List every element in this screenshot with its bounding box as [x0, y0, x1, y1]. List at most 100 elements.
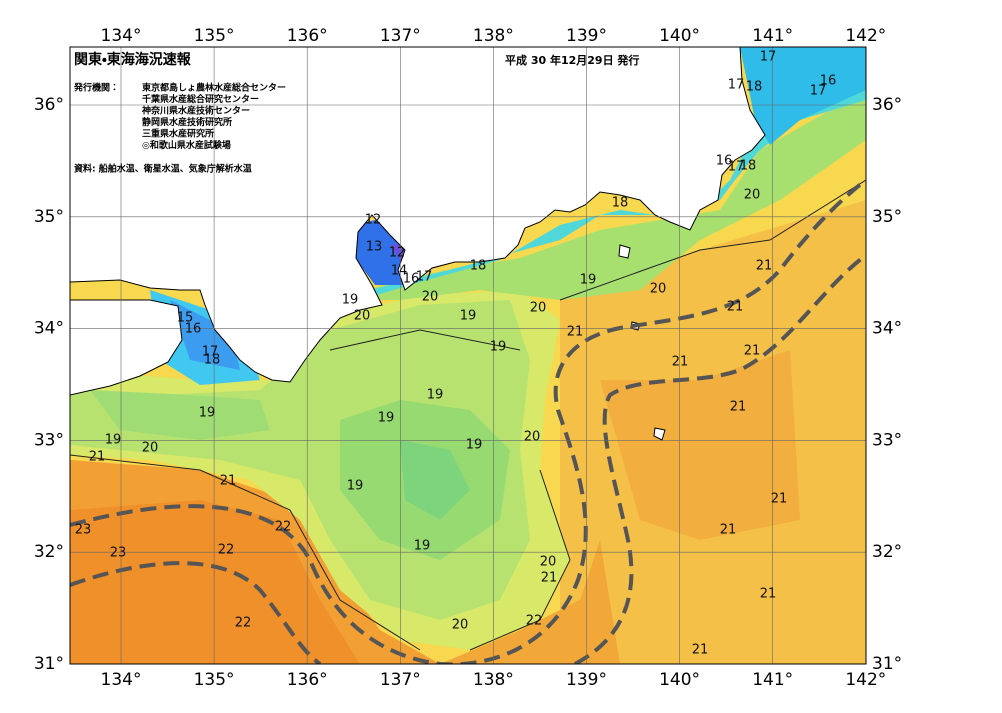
isotherm-label: 19 [427, 388, 444, 403]
issuer: 三重県水産研究所 [142, 128, 214, 140]
isotherm-label: 16 [716, 154, 733, 169]
lon-label-bottom: 136° [287, 670, 328, 690]
lat-label-right: 36° [872, 95, 902, 115]
isotherm-label: 20 [142, 441, 159, 456]
isotherm-label: 21 [760, 587, 777, 602]
lon-label-bottom: 134° [101, 670, 142, 690]
issuer: ◎和歌山県水産試験場 [142, 139, 231, 151]
isotherm-label: 23 [110, 546, 127, 561]
lon-label-bottom: 139° [566, 670, 607, 690]
isotherm-label: 18 [740, 159, 757, 174]
lon-label-bottom: 138° [473, 670, 514, 690]
isotherm-label: 21 [672, 355, 689, 370]
lon-label-top: 134° [101, 26, 142, 46]
isotherm-label: 22 [275, 520, 292, 535]
isotherm-label: 13 [366, 240, 383, 255]
isotherm-label: 19 [580, 273, 597, 288]
lat-label-right: 33° [872, 430, 902, 450]
lon-label-top: 139° [566, 26, 607, 46]
isotherm-label: 14 [391, 264, 408, 279]
isotherm-label: 20 [422, 290, 439, 305]
lat-label-left: 34° [34, 319, 64, 339]
isotherm-label: 12 [389, 246, 406, 261]
isotherm-label: 16 [820, 74, 837, 89]
isotherm-label: 17 [760, 50, 777, 65]
isotherm-label: 21 [756, 259, 773, 274]
isotherm-label: 21 [744, 344, 761, 359]
isotherm-label: 17 [728, 160, 745, 175]
isotherm-label: 20 [354, 309, 371, 324]
isotherm-label: 21 [730, 400, 747, 415]
isotherm-label: 21 [771, 492, 788, 507]
lon-label-bottom: 140° [659, 670, 700, 690]
isotherm-label: 21 [567, 325, 584, 340]
isotherm-label: 19 [347, 479, 364, 494]
isotherm-label: 20 [540, 555, 557, 570]
lon-label-top: 142° [845, 26, 886, 46]
lat-label-left: 33° [34, 430, 64, 450]
isotherm-label: 21 [541, 571, 558, 586]
isotherm-label: 19 [199, 406, 216, 421]
lat-label-left: 32° [34, 542, 64, 562]
lon-label-bottom: 142° [845, 670, 886, 690]
isotherm-label: 12 [365, 213, 382, 228]
lat-label-right: 35° [872, 207, 902, 227]
issuers: 東京都島しょ農林水産総合センター千葉県水産総合研究センター神奈川県水産技術センタ… [141, 82, 286, 152]
map-frame [69, 46, 867, 665]
isotherm-label: 19 [105, 433, 122, 448]
isotherm-label: 21 [692, 643, 709, 658]
lon-label-top: 135° [194, 26, 235, 46]
isotherm-label: 19 [342, 293, 359, 308]
isotherm-label: 18 [470, 259, 487, 274]
issuer: 静岡県水産技術研究所 [142, 116, 232, 128]
isotherm-label: 19 [378, 411, 395, 426]
data-source: 資料: 船舶水温、衛星水温、気象庁解析水温 [74, 163, 252, 175]
isotherm-label: 20 [452, 618, 469, 633]
isotherm-label: 20 [744, 188, 761, 203]
isotherm-label: 21 [89, 450, 106, 465]
isotherm-label: 16 [185, 322, 202, 337]
isotherm-label: 21 [220, 474, 237, 489]
isotherm-label: 22 [235, 616, 252, 631]
isotherm-label: 18 [204, 353, 221, 368]
isotherm-label: 19 [466, 438, 483, 453]
lon-label-top: 140° [659, 26, 700, 46]
lon-label-top: 141° [752, 26, 793, 46]
lat-label-right: 34° [872, 319, 902, 339]
issuer: 千葉県水産総合研究センター [142, 93, 259, 105]
issuer: 神奈川県水産技術センター [141, 105, 250, 117]
lon-label-top: 136° [287, 26, 328, 46]
issue-date: 平成 30 年12月29日 発行 [505, 53, 639, 67]
isotherm-label: 23 [75, 523, 92, 538]
isotherm-label: 19 [490, 340, 507, 355]
lon-label-bottom: 135° [194, 670, 235, 690]
isotherm-label: 20 [530, 301, 547, 316]
isotherm-label: 17 [202, 345, 219, 360]
isotherm-label: 18 [612, 196, 629, 211]
lat-label-left: 36° [34, 95, 64, 115]
isotherm-label: 16 [403, 272, 420, 287]
isotherm-label: 20 [524, 430, 541, 445]
isotherm-label: 15 [177, 311, 194, 326]
lon-label-bottom: 137° [380, 670, 421, 690]
issuers-label: 発行機関： [73, 82, 119, 94]
title: 関東・東海海況速報 [74, 51, 192, 68]
isotherm-label: 17 [810, 84, 827, 99]
lat-label-right: 32° [872, 542, 902, 562]
lon-label-top: 138° [473, 26, 514, 46]
isotherm-label: 18 [746, 80, 763, 95]
isotherm-label: 21 [727, 300, 744, 315]
lat-label-left: 31° [34, 654, 64, 674]
isotherm-label: 22 [526, 614, 543, 629]
issuer: 東京都島しょ農林水産総合センター [142, 82, 286, 94]
isotherm-label: 21 [720, 523, 737, 538]
lat-label-left: 35° [34, 207, 64, 227]
isotherm-label: 20 [650, 282, 667, 297]
isotherm-label: 22 [218, 543, 235, 558]
isotherm-label: 17 [416, 270, 433, 285]
isotherm-label: 17 [728, 78, 745, 93]
axis-ticks: 134° 134° 135° 135° 136° 136° 137° 137° 138° 138°… [34, 26, 902, 690]
